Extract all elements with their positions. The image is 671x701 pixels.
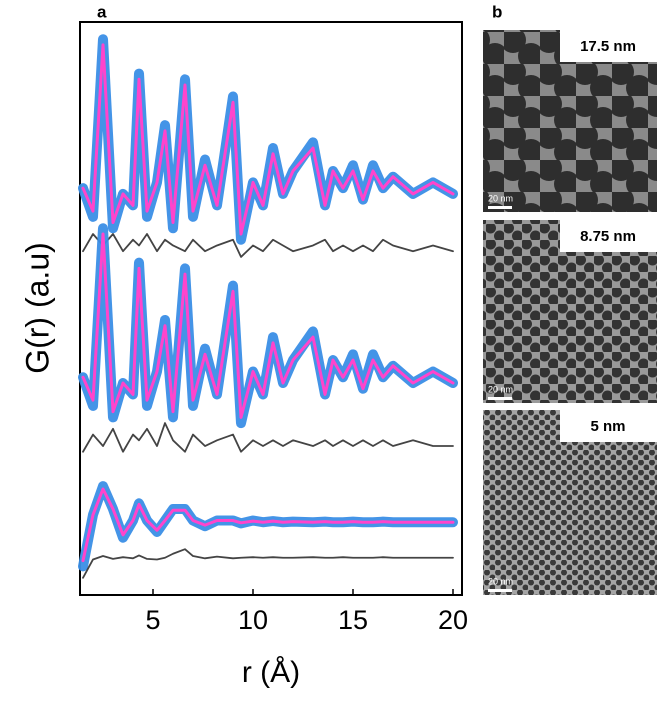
scale-bar-label: 20 nm — [488, 193, 513, 203]
series-fit — [81, 232, 455, 419]
image-label: 17.5 nm — [580, 38, 636, 55]
y-axis-label: G(r) (a.u) — [19, 242, 55, 374]
x-axis-label: r (Å) — [242, 656, 300, 689]
series-diff — [82, 422, 454, 453]
x-tick-label: 20 — [438, 605, 468, 635]
image-label: 5 nm — [590, 418, 625, 435]
scale-bar — [488, 206, 512, 209]
x-tick-label: 5 — [145, 605, 160, 635]
label-box — [560, 410, 657, 442]
scale-bar — [488, 589, 512, 592]
tem-images — [483, 30, 657, 595]
x-tick-label: 15 — [338, 605, 368, 635]
series-data — [78, 34, 458, 245]
series-fit — [81, 487, 455, 563]
scale-bar-label: 20 nm — [488, 384, 513, 394]
plot-frame — [79, 21, 463, 596]
label-box — [560, 30, 657, 62]
scale-bar-label: 20 nm — [488, 576, 513, 586]
series-diff — [82, 548, 454, 579]
label-box — [560, 220, 657, 252]
series-data — [78, 223, 458, 429]
panel-label: a — [97, 2, 107, 21]
image-label: 8.75 nm — [580, 228, 636, 245]
x-tick-label: 10 — [238, 605, 268, 635]
series-diff — [82, 233, 454, 258]
series-data — [78, 481, 458, 572]
panel-label: b — [492, 2, 502, 21]
scale-bar — [488, 397, 512, 400]
series-fit — [81, 43, 455, 236]
